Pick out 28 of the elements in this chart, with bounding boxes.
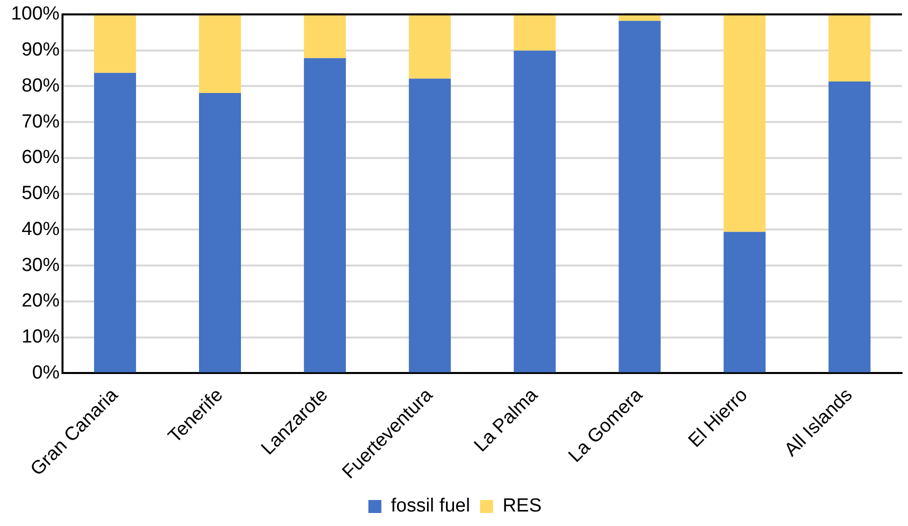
bar — [408, 78, 451, 372]
bar — [828, 82, 871, 372]
bar — [94, 14, 136, 73]
bar — [304, 14, 346, 58]
bar — [94, 72, 136, 372]
y-tick-label: 60% — [22, 147, 60, 168]
y-tick-label: 0% — [32, 362, 60, 384]
legend-label: fossil fuel — [390, 496, 470, 517]
bar — [618, 20, 661, 372]
y-tick-label: 50% — [22, 183, 60, 204]
bar — [199, 14, 241, 93]
bar — [724, 232, 766, 372]
y-tick-label: 30% — [22, 254, 60, 276]
bar — [514, 14, 556, 51]
bar — [408, 14, 451, 79]
legend-label: RES — [502, 496, 542, 517]
y-tick-label: 10% — [22, 326, 60, 348]
bar — [304, 58, 346, 372]
bar — [828, 14, 871, 82]
y-tick-label: 90% — [22, 40, 60, 61]
bar — [724, 14, 766, 232]
y-tick-label: 70% — [22, 111, 60, 132]
y-tick-label: 40% — [22, 218, 60, 240]
y-tick-label: 100% — [10, 4, 60, 25]
y-tick-label: 80% — [22, 75, 60, 96]
y-tick-label: 20% — [22, 290, 60, 312]
bar — [199, 92, 241, 372]
bar — [514, 50, 556, 372]
